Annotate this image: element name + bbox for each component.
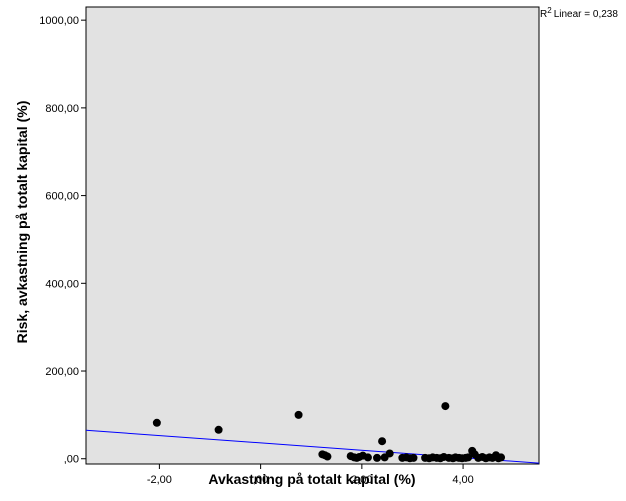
x-axis-title: Avkastning på totalt kapital (%) (208, 471, 415, 487)
data-point (214, 425, 223, 434)
y-tick-label: ,00 (64, 454, 79, 466)
r2-text: Linear = 0,238 (554, 9, 619, 20)
data-point (152, 418, 161, 427)
data-point (464, 453, 473, 462)
data-point (441, 402, 450, 411)
r2-superscript: 2 (547, 6, 552, 15)
y-tick-label: 800,00 (45, 103, 79, 115)
x-tick-label: -2,00 (147, 474, 172, 486)
data-point (294, 410, 303, 419)
x-tick-label: 4,00 (452, 474, 473, 486)
data-point (323, 452, 332, 461)
data-point (385, 449, 394, 458)
r2-label: R2 Linear = 0,238 (540, 6, 618, 20)
r2-prefix: R (540, 9, 547, 20)
y-tick-label: 1000,00 (39, 15, 79, 27)
y-axis: ,00 200,00 400,00 600,00 800,00 1000,00 (39, 15, 86, 466)
y-tick-label: 600,00 (45, 191, 79, 203)
data-point (409, 453, 418, 462)
x-tick-label: 2,00 (351, 474, 372, 486)
data-points (152, 402, 506, 463)
plot-area (85, 6, 540, 465)
data-point (497, 453, 506, 462)
x-axis: -2,00 ,00 2,00 4,00 (147, 464, 474, 486)
y-axis-title: Risk, avkastning på totalt kapital (%) (14, 101, 30, 344)
data-point (378, 437, 387, 446)
x-tick-label: ,00 (253, 474, 268, 486)
data-point (373, 453, 382, 462)
data-point (363, 453, 372, 462)
y-tick-label: 400,00 (45, 278, 79, 290)
y-tick-label: 200,00 (45, 366, 79, 378)
